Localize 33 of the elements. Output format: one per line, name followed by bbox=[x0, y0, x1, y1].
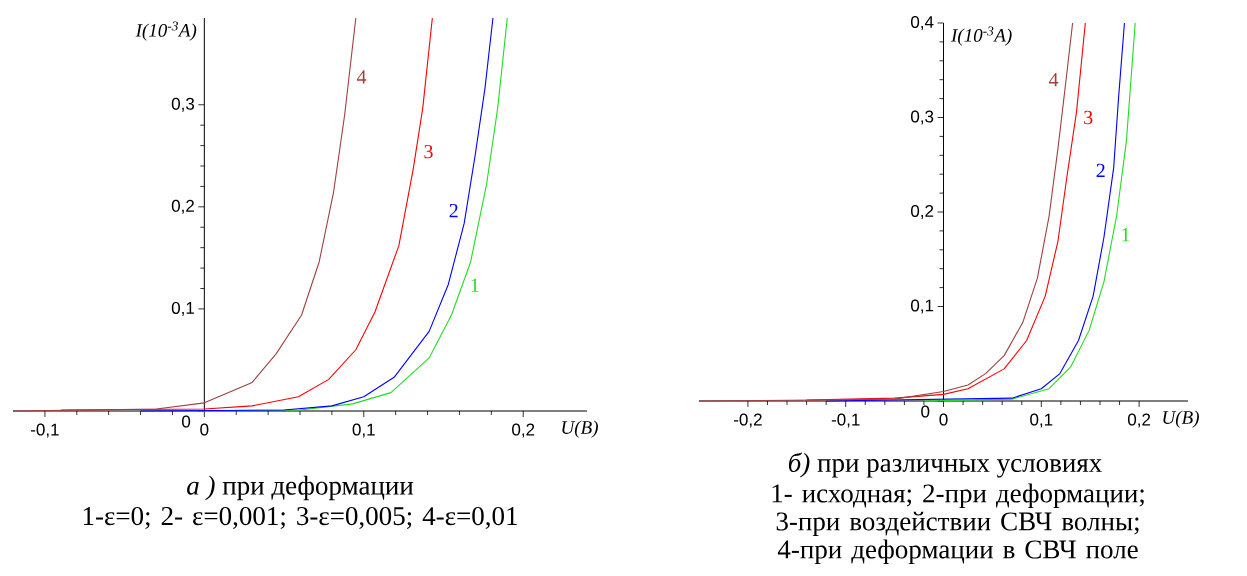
y-tick-label: 0,2 bbox=[171, 199, 194, 214]
x-tick-label: 0,1 bbox=[352, 423, 375, 438]
y-tick-label: 0,3 bbox=[911, 110, 934, 125]
x-tick-label: 0 bbox=[200, 423, 209, 436]
y-tick-label: 0 bbox=[921, 405, 930, 418]
series-label: 2 bbox=[449, 203, 458, 218]
text: а ) при деформации bbox=[187, 475, 414, 501]
text: б) при различных условиях bbox=[788, 452, 1102, 478]
x-tick-label: 0 bbox=[939, 413, 948, 426]
series-label: 1 bbox=[1122, 228, 1130, 242]
x-tick-label: -0,2 bbox=[734, 413, 762, 428]
x-axis-title: U(B) bbox=[1163, 410, 1199, 428]
x-tick-label: -0,1 bbox=[831, 413, 860, 428]
x-tick-label: 0,2 bbox=[1127, 413, 1151, 428]
y-tick-label: 0,1 bbox=[911, 299, 934, 314]
text: 1-ε=0; 2- ε=0,001; 3-ε=0,005; 4-ε=0,01 bbox=[83, 506, 517, 530]
y-tick-label: 0,3 bbox=[171, 97, 195, 112]
y-tick-label: 0,4 bbox=[911, 15, 934, 31]
y-axis-title: I(10$^{-3}$A) bbox=[950, 26, 1012, 46]
series-label: 4 bbox=[1048, 73, 1059, 87]
series-label: 3 bbox=[424, 144, 433, 159]
series-label: 3 bbox=[1084, 110, 1093, 125]
series-label: 2 bbox=[1096, 163, 1105, 178]
y-axis-title: I(10$^{-3}$A) bbox=[135, 21, 197, 41]
x-tick-label: -0,1 bbox=[31, 423, 59, 438]
series-label: 1 bbox=[471, 278, 479, 292]
text: 1- исходная; 2-при деформации; 3-при воздействии СВЧ волны; 4-при деформации в СВЧ поле bbox=[772, 483, 1144, 565]
x-axis-title: U(B) bbox=[562, 420, 598, 438]
y-tick-label: 0,1 bbox=[171, 301, 194, 316]
y-tick-label: 0,2 bbox=[911, 204, 934, 220]
series-label: 4 bbox=[356, 70, 367, 84]
x-tick-label: 0,1 bbox=[1030, 413, 1053, 428]
x-tick-label: 0,2 bbox=[512, 423, 535, 438]
